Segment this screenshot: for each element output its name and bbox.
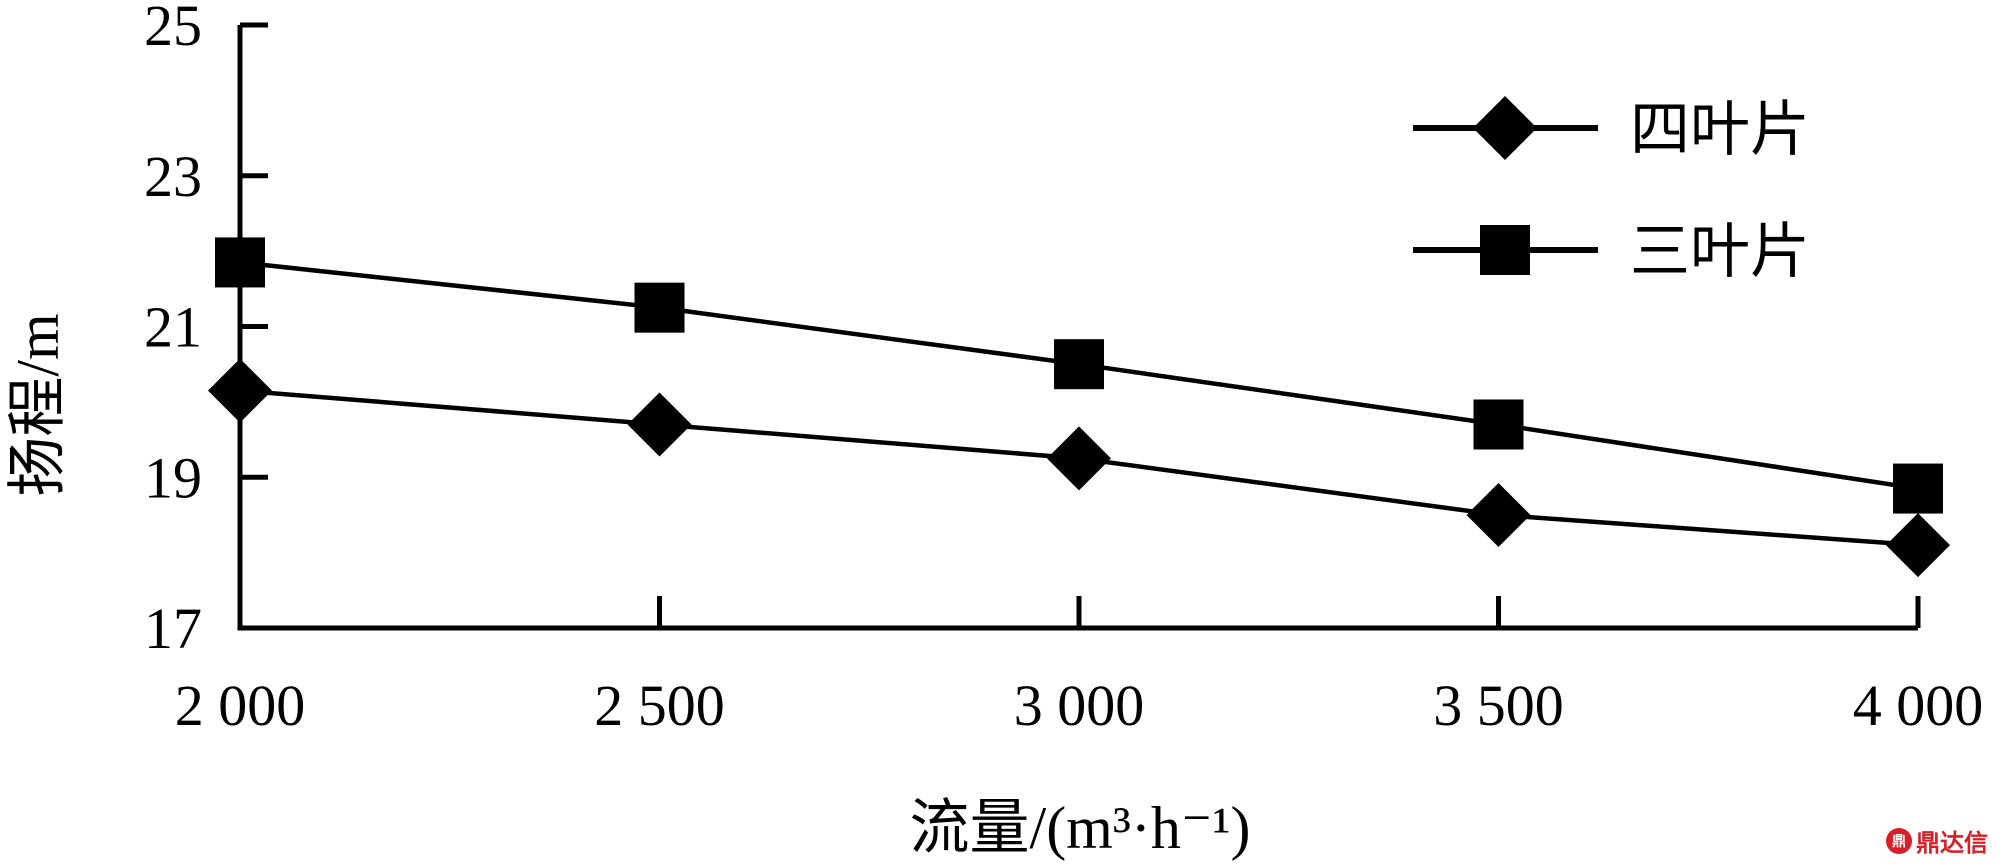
x-tick-label: 4 000 <box>1853 673 1984 738</box>
legend-item: 三叶片 <box>1413 219 1810 285</box>
series-square <box>215 237 1943 514</box>
legend-marker-square <box>1480 225 1530 275</box>
data-point-diamond <box>627 392 692 457</box>
data-point-diamond <box>1047 426 1111 491</box>
data-point-square <box>215 237 265 288</box>
x-tick-label: 3 000 <box>1014 673 1145 738</box>
y-tick-label: 19 <box>144 445 202 510</box>
x-tick-label: 3 500 <box>1433 673 1564 738</box>
watermark-text: 鼎达信 <box>1916 829 1988 857</box>
series-diamond <box>208 358 1950 578</box>
legend-marker-diamond <box>1473 96 1537 160</box>
x-tick-label: 2 000 <box>175 673 306 738</box>
legend-label: 四叶片 <box>1630 97 1810 163</box>
y-axis-title: 扬程/m <box>5 313 71 496</box>
data-point-square <box>1054 339 1104 390</box>
data-point-diamond <box>208 358 272 423</box>
y-tick-label: 25 <box>144 0 202 58</box>
x-tick-label: 2 500 <box>594 673 725 738</box>
data-point-square <box>1473 399 1524 450</box>
data-point-square <box>1893 463 1943 514</box>
y-tick-label: 23 <box>144 144 202 209</box>
series-layer <box>208 237 1950 578</box>
data-point-diamond <box>1466 482 1531 547</box>
watermark: 鼎 鼎达信 <box>1886 823 1988 858</box>
data-point-diamond <box>1886 513 1950 578</box>
watermark-logo-icon: 鼎 <box>1886 827 1912 854</box>
data-point-square <box>634 282 685 333</box>
x-axis-title: 流量/(m³·h⁻¹) <box>910 795 1251 861</box>
axes: 17 19 21 23 25 2 000 2 500 3 000 3 500 4 000 <box>144 0 1983 738</box>
legend-label: 三叶片 <box>1630 219 1810 285</box>
legend-item: 四叶片 <box>1413 96 1810 163</box>
y-tick-label: 17 <box>144 596 202 661</box>
y-tick-label: 21 <box>144 295 202 360</box>
